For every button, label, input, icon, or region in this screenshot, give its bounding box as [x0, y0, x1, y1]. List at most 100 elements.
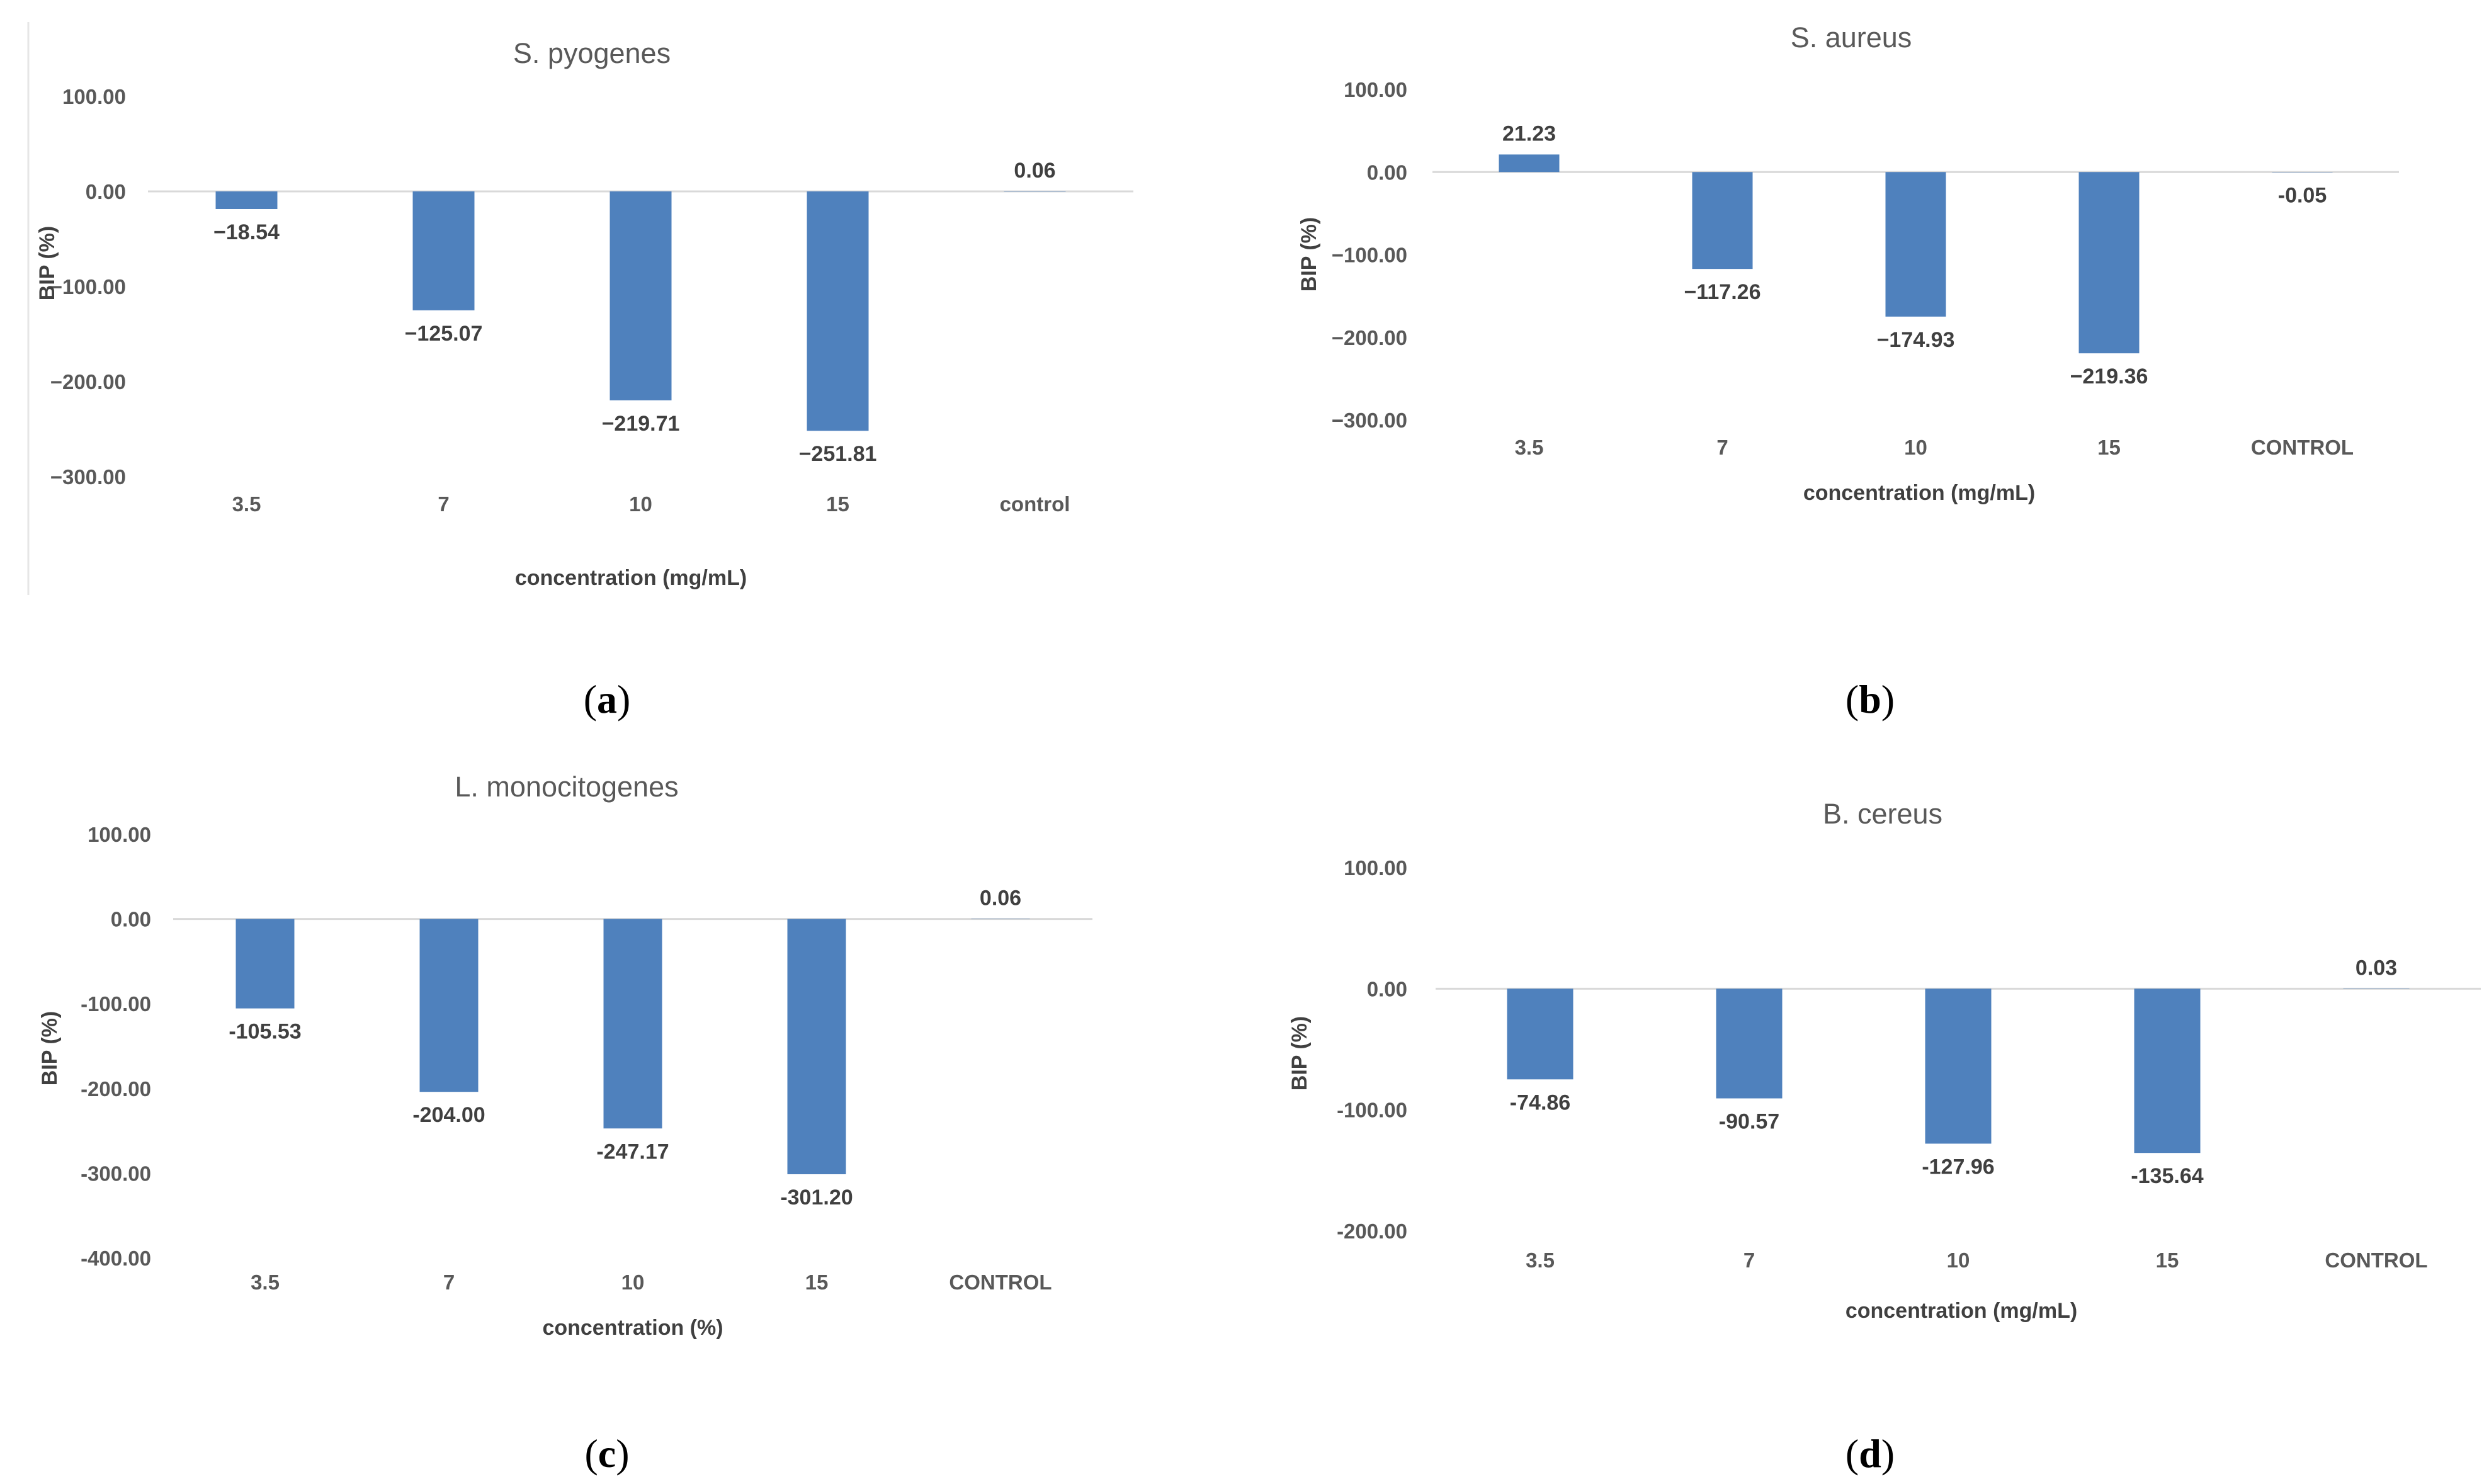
chart-c-data-label: -247.17 [596, 1140, 669, 1164]
chart-d-ylabel: BIP (%) [1288, 1016, 1312, 1090]
chart-b-data-label: −117.26 [1684, 280, 1761, 304]
chart-a-yticks: 100.00 0.00 −100.00 −200.00 −300.00 [50, 85, 126, 489]
caption-a: (a) [584, 677, 631, 722]
chart-d-data-label: -90.57 [1719, 1110, 1779, 1134]
chart-c-ytick-label: -100.00 [81, 992, 151, 1016]
chart-c-ytick-label: 0.00 [111, 908, 151, 931]
chart-b-data-label: 21.23 [1502, 122, 1556, 145]
chart-c-data-label: 0.06 [980, 886, 1021, 910]
chart-c-ytick-label: -300.00 [81, 1162, 151, 1185]
chart-a-bars [215, 191, 1066, 431]
chart-c-bar [971, 919, 1030, 920]
chart-d-bar [1507, 988, 1573, 1080]
chart-b-xtick-label: 10 [1904, 436, 1927, 459]
chart-d-xlabel: concentration (mg/mL) [1845, 1299, 2077, 1323]
chart-a-bar [1004, 191, 1066, 192]
chart-c-xtick-label: CONTROL [949, 1271, 1052, 1294]
panel-b: S. aureus 100.00 0.00 −100.00 −200.00 −300.0… [1297, 21, 2399, 722]
chart-b-ytick-label: 100.00 [1344, 78, 1407, 101]
chart-b-data-label: -0.05 [2278, 183, 2327, 207]
chart-c-ytick-label: -400.00 [81, 1247, 151, 1270]
caption-d: (d) [1845, 1431, 1895, 1476]
chart-a-data-label: −125.07 [405, 322, 483, 346]
caption-b: (b) [1845, 677, 1895, 722]
chart-a-xtick-label: 10 [629, 492, 652, 516]
chart-a-xticks: 3.5 7 10 15 control [232, 492, 1070, 516]
chart-a-data-label: −219.71 [602, 412, 680, 436]
chart-b-data-labels: 21.23 −117.26 −174.93 −219.36 -0.05 [1502, 122, 2327, 388]
chart-d-xtick-label: 7 [1743, 1249, 1755, 1272]
chart-c-xticks: 3.5 7 10 15 CONTROL [251, 1271, 1052, 1294]
chart-d-bar [2343, 988, 2410, 989]
chart-b-ytick-label: −200.00 [1332, 326, 1407, 349]
chart-b-bar [1692, 172, 1753, 269]
chart-c-xtick-label: 15 [805, 1271, 829, 1294]
chart-b-xlabel: concentration (mg/mL) [1803, 481, 2035, 505]
chart-b-data-label: −174.93 [1877, 328, 1955, 352]
chart-b-xtick-label: 3.5 [1515, 436, 1544, 459]
chart-d-data-label: -74.86 [1510, 1090, 1570, 1114]
chart-b-ylabel: BIP (%) [1297, 217, 1321, 292]
chart-c-ytick-label: -200.00 [81, 1077, 151, 1101]
chart-c-yticks: 100.00 0.00 -100.00 -200.00 -300.00 -400.00 [81, 823, 151, 1270]
chart-d-yticks: 100.00 0.00 -100.00 -200.00 [1337, 856, 1407, 1243]
chart-b-xtick-label: 15 [2097, 436, 2121, 459]
panel-c: L. monocitogenes 100.00 0.00 -100.00 -200.0… [38, 771, 1092, 1476]
chart-b-xticks: 3.5 7 10 15 CONTROL [1515, 436, 2354, 459]
chart-b-xtick-label: CONTROL [2251, 436, 2354, 459]
chart-c-bars [235, 919, 1030, 1175]
chart-c-ylabel: BIP (%) [38, 1011, 62, 1085]
chart-d-bars [1507, 988, 2410, 1153]
chart-b-data-label: −219.36 [2070, 365, 2148, 388]
chart-d-ytick-label: 0.00 [1367, 977, 1407, 1000]
chart-a-bar [609, 191, 672, 400]
chart-c-bar [787, 919, 846, 1175]
chart-d-xtick-label: 3.5 [1526, 1249, 1555, 1272]
chart-d-data-label: -135.64 [2131, 1164, 2203, 1188]
chart-d-bar [1716, 988, 1783, 1099]
caption-c: (c) [584, 1431, 629, 1476]
chart-a-xtick-label: 15 [826, 492, 849, 516]
chart-a-xtick-label: 7 [438, 492, 449, 516]
chart-b-xtick-label: 7 [1716, 436, 1728, 459]
chart-b-ytick-label: −100.00 [1332, 244, 1407, 267]
chart-c-data-labels: -105.53 -204.00 -247.17 -301.20 0.06 [229, 886, 1021, 1209]
chart-c-data-label: -105.53 [229, 1020, 301, 1044]
chart-c-title: L. monocitogenes [455, 771, 678, 803]
chart-d-data-label: 0.03 [2356, 956, 2397, 980]
chart-d-xtick-label: 10 [1947, 1249, 1970, 1272]
chart-a-data-label: −251.81 [799, 442, 877, 466]
chart-a-bar [412, 191, 475, 310]
chart-c-xtick-label: 3.5 [251, 1271, 280, 1294]
chart-b-title: S. aureus [1791, 21, 1912, 54]
chart-a-ylabel: BIP (%) [35, 226, 59, 300]
chart-d-xtick-label: CONTROL [2325, 1249, 2427, 1272]
chart-c-ytick-label: 100.00 [88, 823, 151, 846]
chart-a-ytick-label: −300.00 [50, 465, 126, 489]
chart-a-data-label: 0.06 [1014, 159, 1055, 183]
chart-b-bar [1885, 172, 1946, 317]
chart-a-ytick-label: −100.00 [50, 275, 126, 298]
chart-d-data-label: -127.96 [1922, 1155, 1994, 1179]
chart-c-bar [235, 919, 295, 1009]
chart-b-yticks: 100.00 0.00 −100.00 −200.00 −300.00 [1332, 78, 1407, 432]
chart-c-bar [603, 919, 662, 1129]
chart-d-bar [2134, 988, 2201, 1153]
chart-c-data-label: -301.20 [780, 1186, 853, 1209]
chart-b-bar [2272, 172, 2333, 173]
chart-b-ytick-label: −300.00 [1332, 409, 1407, 432]
chart-d-ytick-label: -100.00 [1337, 1099, 1407, 1122]
chart-b-bar [1499, 154, 1560, 173]
chart-a-xlabel: concentration (mg/mL) [515, 566, 747, 590]
chart-a-ytick-label: −200.00 [50, 370, 126, 394]
chart-a-data-labels: −18.54 −125.07 −219.71 −251.81 0.06 [213, 159, 1056, 466]
panel-d: B. cereus 100.00 0.00 -100.00 -200.00 -74.8… [1288, 798, 2481, 1476]
chart-c-xtick-label: 7 [443, 1271, 455, 1294]
chart-a-ytick-label: 100.00 [62, 85, 126, 108]
chart-c-xtick-label: 10 [621, 1271, 645, 1294]
chart-d-xtick-label: 15 [2156, 1249, 2179, 1272]
chart-d-xticks: 3.5 7 10 15 CONTROL [1526, 1249, 2428, 1272]
chart-c-data-label: -204.00 [412, 1103, 485, 1127]
panel-a: S. pyogenes 100.00 0.00 −100.00 −200.00 −300… [27, 22, 1133, 722]
